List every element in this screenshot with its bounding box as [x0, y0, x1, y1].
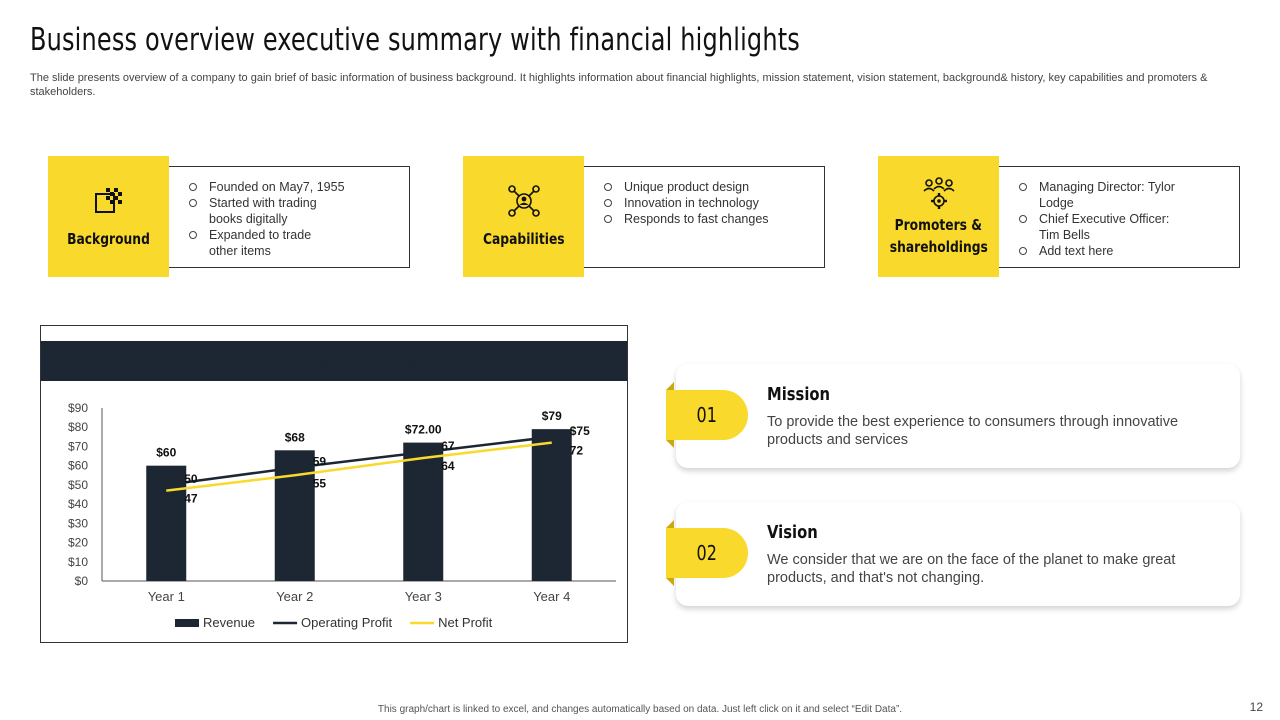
capabilities-tile: Capabilities: [463, 156, 584, 277]
operating-profit-data-label: 59: [313, 455, 327, 469]
list-item: Started with trading books digitally: [189, 195, 339, 227]
page-title: Business overview executive summary with…: [30, 22, 800, 58]
y-tick-label: $70: [68, 439, 88, 453]
net-profit-data-label: 47: [184, 492, 198, 506]
capabilities-label: Capabilities: [482, 229, 565, 248]
vision-heading: Vision: [767, 522, 818, 543]
page-number: 12: [1249, 700, 1263, 714]
mission-panel: [676, 364, 1240, 468]
net-profit-data-label: 72: [570, 444, 584, 458]
capabilities-details: Unique product design Innovation in tech…: [584, 166, 825, 268]
mission-block: 01 Mission To provide the best experienc…: [666, 364, 1240, 470]
vision-number: 02: [696, 541, 718, 565]
promoters-label-line2: shareholdings: [889, 237, 988, 256]
promoters-label-line1: Promoters &: [894, 215, 983, 234]
revenue-bar: [146, 465, 187, 581]
revenue-legend-swatch: [175, 619, 199, 627]
mission-number-badge: 01: [666, 382, 748, 448]
x-tick-label: Year 2: [276, 589, 313, 604]
revenue-data-label: $72.00: [405, 423, 442, 437]
promoters-tile: Promoters & shareholdings: [878, 156, 999, 277]
y-tick-label: $0: [75, 574, 89, 588]
operating-profit-line: [166, 435, 552, 487]
checkered-flag-icon: [94, 187, 122, 213]
financial-chart[interactable]: Financial Highlights (in $mn) $0 $10 $20 $3…: [40, 325, 628, 643]
background-card: Background Founded on May7, 1955 Started…: [48, 156, 410, 277]
operating-profit-data-label: $75: [570, 424, 590, 438]
x-tick-label: Year 1: [148, 589, 185, 604]
net-profit-data-label: 64: [441, 459, 455, 473]
y-tick-label: $40: [68, 497, 88, 511]
revenue-bar: [403, 442, 444, 581]
revenue-data-label: $79: [542, 409, 562, 423]
vision-block: 02 Vision We consider that we are on the…: [666, 502, 1240, 608]
list-item: Chief Executive Officer: Tim Bells: [1019, 211, 1189, 243]
operating-profit-data-label: 67: [441, 439, 455, 453]
net-profit-legend-label: Net Profit: [438, 615, 493, 630]
mission-heading: Mission: [767, 384, 831, 405]
y-tick-label: $50: [68, 478, 88, 492]
chart-plot: $0 $10 $20 $30 $40 $50 $60 $70 $80 $90 Year 1 Year …: [68, 401, 616, 630]
y-tick-label: $10: [68, 555, 88, 569]
list-item: Managing Director: Tylor Lodge: [1019, 179, 1189, 211]
mission-text: To provide the best experience to consum…: [767, 414, 1179, 448]
list-item: Founded on May7, 1955: [189, 179, 399, 195]
x-tick-label: Year 4: [533, 589, 570, 604]
revenue-data-label: $60: [156, 446, 176, 460]
list-item: Unique product design: [604, 179, 814, 195]
page-subtitle: The slide presents overview of a company…: [30, 72, 1208, 98]
network-person-icon: [507, 184, 540, 217]
vision-number-badge: 02: [666, 520, 748, 586]
revenue-data-label: $68: [285, 430, 305, 444]
footer-note: This graph/chart is linked to excel, and…: [377, 704, 903, 715]
chart-title: Financial Highlights (in $mn): [220, 351, 448, 371]
mission-number: 01: [696, 403, 718, 427]
capabilities-card: Capabilities Unique product design Innov…: [463, 156, 825, 277]
y-tick-label: $20: [68, 536, 88, 550]
x-tick-label: Year 3: [405, 589, 442, 604]
list-item: Innovation in technology: [604, 195, 814, 211]
chart-title-band: Financial Highlights (in $mn): [41, 341, 627, 381]
net-profit-data-label: 55: [313, 476, 327, 490]
people-gear-icon: [922, 176, 955, 209]
background-tile: Background: [48, 156, 169, 277]
list-item: Expanded to trade other items: [189, 227, 339, 259]
promoters-card: Promoters & shareholdings Managing Direc…: [878, 156, 1240, 277]
y-tick-label: $80: [68, 420, 88, 434]
revenue-bar: [274, 450, 315, 581]
net-profit-line: [166, 441, 552, 492]
y-tick-label: $60: [68, 459, 88, 473]
vision-panel: [676, 502, 1240, 606]
list-item: Responds to fast changes: [604, 211, 814, 227]
list-item: Add text here: [1019, 243, 1229, 259]
vision-text: We consider that we are on the face of t…: [767, 552, 1176, 586]
revenue-legend-label: Revenue: [203, 615, 255, 630]
background-label: Background: [67, 229, 150, 248]
background-details: Founded on May7, 1955 Started with tradi…: [169, 166, 410, 268]
promoters-details: Managing Director: Tylor Lodge Chief Exe…: [999, 166, 1240, 268]
operating-profit-legend-label: Operating Profit: [301, 615, 392, 630]
y-tick-label: $90: [68, 401, 88, 415]
revenue-bar: [531, 429, 572, 581]
operating-profit-data-label: 50: [184, 472, 198, 486]
y-tick-label: $30: [68, 516, 88, 530]
